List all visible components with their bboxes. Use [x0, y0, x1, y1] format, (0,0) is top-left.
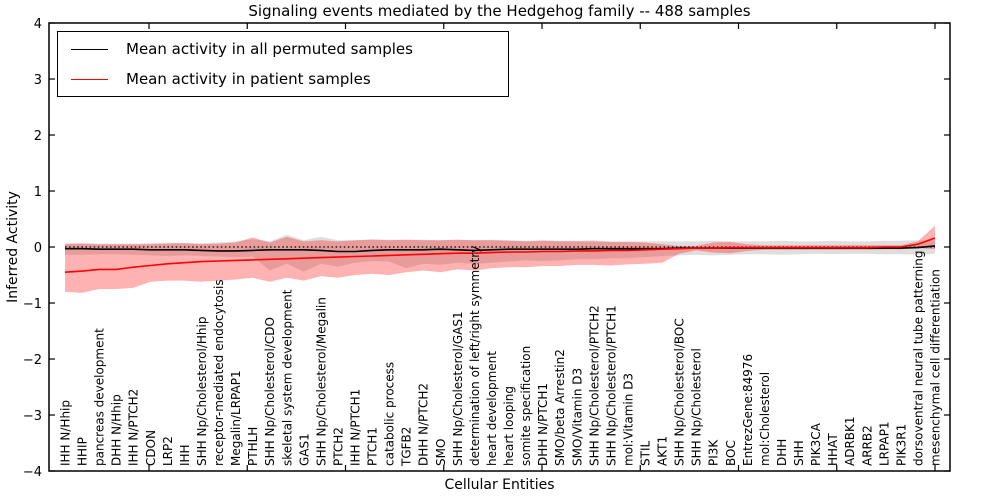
permuted-band [65, 234, 935, 272]
patient-mean-line [64, 237, 936, 273]
x-category-label: IHH N/Hhip [59, 400, 73, 466]
permuted-line-sample-icon [71, 48, 108, 50]
legend-item-permuted: Mean activity in all permuted samples [58, 37, 508, 61]
legend-item-label: Mean activity in all permuted samples [126, 40, 413, 58]
y-axis-title: Inferred Activity [5, 191, 21, 303]
x-category-label: heart development [485, 351, 499, 466]
x-category-label: dorsoventral neural tube patterning [911, 250, 925, 466]
x-category-label: PTCH1 [366, 427, 380, 466]
x-category-label: PIK3R1 [894, 424, 908, 466]
chart-title: Signaling events mediated by the Hedgeho… [248, 2, 751, 20]
x-category-label: ARRB2 [860, 425, 874, 466]
x-category-label: IHH [178, 444, 192, 466]
x-category-label: PTHLH [246, 427, 260, 466]
x-category-label: determination of left/right symmetry [468, 246, 482, 466]
x-category-label: SHH Np/Cholesterol/CDO [263, 317, 277, 466]
x-category-label: LRPAP1 [877, 421, 891, 466]
x-category-label: IHH N/PTCH2 [127, 389, 141, 466]
x-category-label: SHH Np/Cholesterol/Hhip [195, 317, 209, 466]
x-category-label: TGFB2 [400, 427, 414, 467]
x-category-label: IHH N/PTCH1 [349, 389, 363, 466]
x-axis-title: Cellular Entities [444, 477, 555, 493]
x-category-label: LRP2 [161, 436, 175, 466]
x-category-label: somite specification [519, 346, 533, 466]
y-tick-label: −4 [23, 465, 42, 480]
legend-item-patient: Mean activity in patient samples [58, 67, 508, 91]
x-category-label: HHAT [826, 433, 840, 466]
x-category-label: pancreas development [93, 328, 107, 466]
y-tick-label: −3 [23, 409, 42, 424]
x-category-label: SHH Np/Cholesterol [690, 348, 704, 466]
x-category-label: STIL [639, 441, 653, 466]
x-category-label: SHH Np/Cholesterol/PTCH1 [604, 305, 618, 466]
y-tick-label: −2 [23, 353, 42, 368]
x-category-label: SHH Np/Cholesterol/Megalin [314, 297, 328, 466]
patient-band [65, 225, 935, 293]
x-category-label: BOC [724, 440, 738, 466]
x-category-label: mesenchymal cell differentiation [929, 269, 943, 466]
x-category-label: SMO [434, 439, 448, 466]
x-category-label: SHH Np/Cholesterol/GAS1 [451, 311, 465, 466]
y-tick-label: 1 [34, 185, 42, 200]
x-category-label: DHH N/PTCH1 [536, 383, 550, 466]
x-category-label: PIK3CA [809, 422, 823, 466]
x-category-label: HHIP [76, 437, 90, 466]
x-category-label: SMO/Vitamin D3 [570, 368, 584, 466]
x-category-label: DHH N/Hhip [110, 394, 124, 466]
x-category-label: SMO/beta Arrestin2 [553, 349, 567, 466]
y-tick-label: 3 [34, 73, 42, 88]
legend-box: Mean activity in all permuted samples Me… [57, 31, 509, 97]
x-category-label: GAS1 [297, 433, 311, 466]
x-category-label: mol:Vitamin D3 [621, 373, 635, 466]
x-category-label: EntrezGene:84976 [741, 354, 755, 466]
x-category-label: CDON [144, 430, 158, 466]
x-category-label: Megalin/LRPAP1 [229, 370, 243, 466]
x-category-label: SHH [792, 440, 806, 466]
x-category-label: catabolic process [383, 362, 397, 466]
y-tick-label: −1 [23, 297, 42, 312]
x-category-label: PI3K [707, 439, 721, 466]
x-category-label: skeletal system development [280, 289, 294, 466]
legend-item-label: Mean activity in patient samples [126, 70, 371, 88]
patient-line-sample-icon [71, 78, 108, 80]
x-category-label: SHH Np/Cholesterol/PTCH2 [587, 305, 601, 466]
y-tick-label: 0 [34, 241, 42, 256]
x-category-label: PTCH2 [331, 427, 345, 466]
x-category-label: SHH Np/Cholesterol/BOC [673, 318, 687, 466]
y-tick-label: 2 [34, 129, 42, 144]
x-category-label: heart looping [502, 386, 516, 466]
x-category-label: mol:Cholesterol [758, 372, 772, 466]
x-category-label: ADRBK1 [843, 416, 857, 466]
x-category-label: AKT1 [656, 436, 670, 466]
y-tick-label: 4 [34, 17, 42, 32]
x-category-label: receptor-mediated endocytosis [212, 279, 226, 466]
x-category-label: DHH [775, 439, 789, 466]
x-category-label: DHH N/PTCH2 [417, 383, 431, 466]
